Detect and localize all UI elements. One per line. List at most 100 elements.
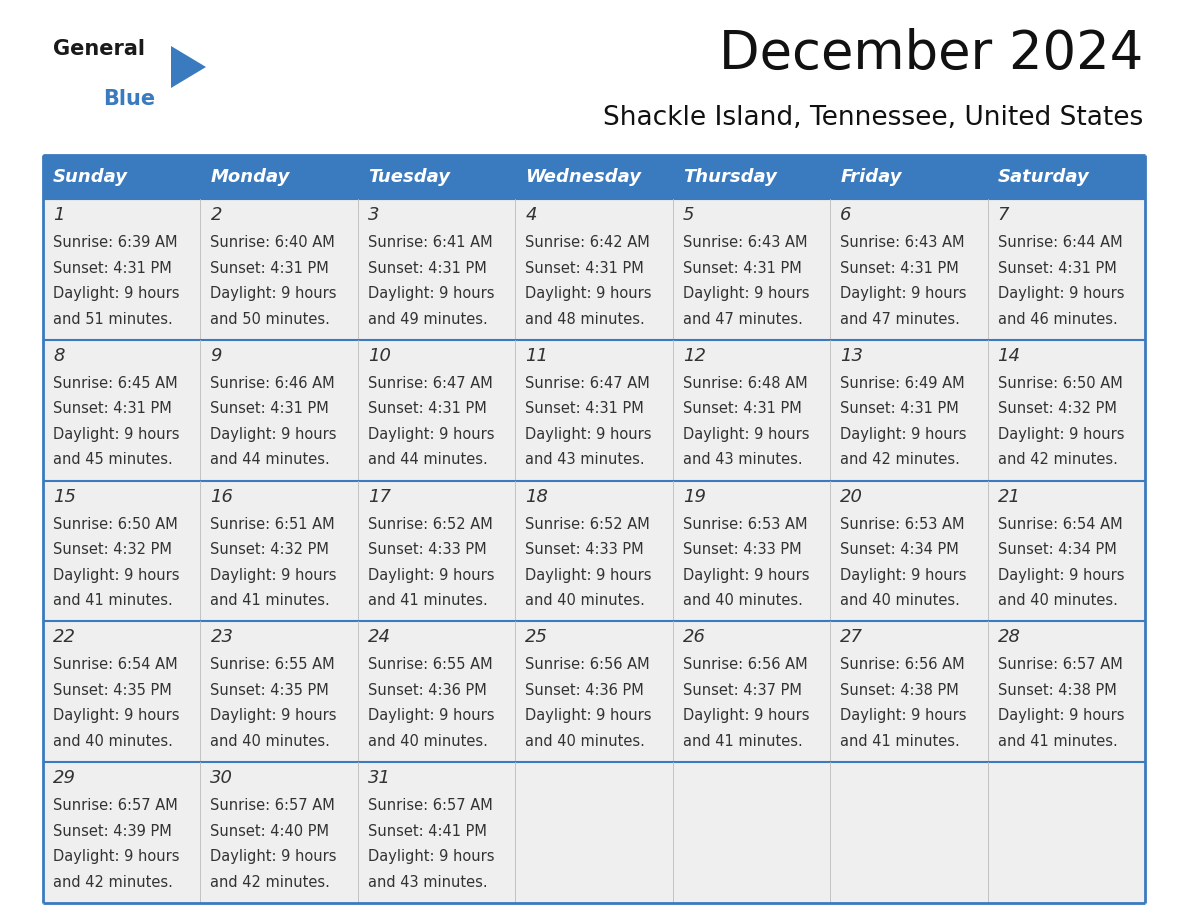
Text: Sunrise: 6:44 AM: Sunrise: 6:44 AM bbox=[998, 235, 1123, 250]
Bar bbox=[358, 762, 516, 903]
Text: Sunrise: 6:57 AM: Sunrise: 6:57 AM bbox=[368, 798, 493, 813]
Bar bbox=[43, 199, 201, 340]
Bar bbox=[516, 199, 672, 340]
Text: Daylight: 9 hours: Daylight: 9 hours bbox=[210, 427, 337, 442]
Text: 14: 14 bbox=[998, 347, 1020, 364]
Text: Friday: Friday bbox=[840, 168, 902, 186]
Text: Daylight: 9 hours: Daylight: 9 hours bbox=[998, 709, 1124, 723]
Text: Daylight: 9 hours: Daylight: 9 hours bbox=[368, 849, 494, 864]
Text: Saturday: Saturday bbox=[998, 168, 1089, 186]
Text: and 46 minutes.: and 46 minutes. bbox=[998, 311, 1118, 327]
Text: Sunset: 4:40 PM: Sunset: 4:40 PM bbox=[210, 823, 329, 839]
Text: 26: 26 bbox=[683, 629, 706, 646]
Text: Sunset: 4:31 PM: Sunset: 4:31 PM bbox=[840, 401, 959, 416]
Text: and 44 minutes.: and 44 minutes. bbox=[368, 453, 487, 467]
Text: and 51 minutes.: and 51 minutes. bbox=[53, 311, 172, 327]
Bar bbox=[516, 621, 672, 762]
Text: 2: 2 bbox=[210, 206, 222, 224]
Text: Sunrise: 6:52 AM: Sunrise: 6:52 AM bbox=[525, 517, 650, 532]
Text: and 42 minutes.: and 42 minutes. bbox=[998, 453, 1118, 467]
Text: Sunset: 4:33 PM: Sunset: 4:33 PM bbox=[368, 543, 486, 557]
Text: and 41 minutes.: and 41 minutes. bbox=[683, 733, 802, 749]
Bar bbox=[830, 481, 987, 621]
Text: Shackle Island, Tennessee, United States: Shackle Island, Tennessee, United States bbox=[602, 105, 1143, 131]
Text: Sunset: 4:33 PM: Sunset: 4:33 PM bbox=[525, 543, 644, 557]
Bar bbox=[516, 340, 672, 481]
Text: 23: 23 bbox=[210, 629, 233, 646]
Bar bbox=[830, 762, 987, 903]
Text: Sunset: 4:35 PM: Sunset: 4:35 PM bbox=[53, 683, 172, 698]
Bar bbox=[516, 762, 672, 903]
Text: 3: 3 bbox=[368, 206, 379, 224]
Bar bbox=[830, 621, 987, 762]
Bar bbox=[43, 762, 201, 903]
Text: Daylight: 9 hours: Daylight: 9 hours bbox=[53, 286, 179, 301]
Text: 25: 25 bbox=[525, 629, 549, 646]
Text: Daylight: 9 hours: Daylight: 9 hours bbox=[683, 709, 809, 723]
Text: Sunrise: 6:42 AM: Sunrise: 6:42 AM bbox=[525, 235, 650, 250]
Text: Tuesday: Tuesday bbox=[368, 168, 450, 186]
Text: 22: 22 bbox=[53, 629, 76, 646]
Text: Sunset: 4:31 PM: Sunset: 4:31 PM bbox=[210, 401, 329, 416]
Text: 21: 21 bbox=[998, 487, 1020, 506]
Text: Daylight: 9 hours: Daylight: 9 hours bbox=[998, 427, 1124, 442]
Text: 17: 17 bbox=[368, 487, 391, 506]
Text: 11: 11 bbox=[525, 347, 549, 364]
Text: Monday: Monday bbox=[210, 168, 290, 186]
Bar bbox=[358, 481, 516, 621]
Bar bbox=[830, 199, 987, 340]
Bar bbox=[358, 199, 516, 340]
Text: Sunset: 4:41 PM: Sunset: 4:41 PM bbox=[368, 823, 487, 839]
Text: and 42 minutes.: and 42 minutes. bbox=[840, 453, 960, 467]
Text: Daylight: 9 hours: Daylight: 9 hours bbox=[368, 427, 494, 442]
Text: Sunrise: 6:43 AM: Sunrise: 6:43 AM bbox=[840, 235, 965, 250]
Text: Sunset: 4:31 PM: Sunset: 4:31 PM bbox=[683, 261, 802, 275]
Text: and 41 minutes.: and 41 minutes. bbox=[840, 733, 960, 749]
Polygon shape bbox=[171, 46, 206, 88]
Bar bbox=[987, 340, 1145, 481]
Text: Sunset: 4:31 PM: Sunset: 4:31 PM bbox=[525, 261, 644, 275]
Text: and 49 minutes.: and 49 minutes. bbox=[368, 311, 487, 327]
Text: Daylight: 9 hours: Daylight: 9 hours bbox=[998, 567, 1124, 583]
Bar bbox=[672, 155, 830, 199]
Text: Sunset: 4:31 PM: Sunset: 4:31 PM bbox=[210, 261, 329, 275]
Text: Sunset: 4:38 PM: Sunset: 4:38 PM bbox=[840, 683, 959, 698]
Text: Daylight: 9 hours: Daylight: 9 hours bbox=[840, 709, 967, 723]
Bar bbox=[201, 199, 358, 340]
Text: and 43 minutes.: and 43 minutes. bbox=[368, 875, 487, 890]
Text: Daylight: 9 hours: Daylight: 9 hours bbox=[210, 709, 337, 723]
Text: Sunset: 4:31 PM: Sunset: 4:31 PM bbox=[368, 401, 487, 416]
Text: and 40 minutes.: and 40 minutes. bbox=[368, 733, 488, 749]
Text: Daylight: 9 hours: Daylight: 9 hours bbox=[368, 286, 494, 301]
Text: and 43 minutes.: and 43 minutes. bbox=[683, 453, 802, 467]
Bar bbox=[672, 621, 830, 762]
Text: Daylight: 9 hours: Daylight: 9 hours bbox=[683, 567, 809, 583]
Text: Daylight: 9 hours: Daylight: 9 hours bbox=[683, 427, 809, 442]
Text: 27: 27 bbox=[840, 629, 864, 646]
Text: Sunrise: 6:54 AM: Sunrise: 6:54 AM bbox=[53, 657, 178, 672]
Bar bbox=[358, 621, 516, 762]
Text: Thursday: Thursday bbox=[683, 168, 777, 186]
Text: 12: 12 bbox=[683, 347, 706, 364]
Text: Sunset: 4:31 PM: Sunset: 4:31 PM bbox=[368, 261, 487, 275]
Text: Daylight: 9 hours: Daylight: 9 hours bbox=[53, 567, 179, 583]
Text: and 42 minutes.: and 42 minutes. bbox=[53, 875, 173, 890]
Text: 18: 18 bbox=[525, 487, 549, 506]
Text: Sunrise: 6:53 AM: Sunrise: 6:53 AM bbox=[840, 517, 965, 532]
Text: Sunset: 4:32 PM: Sunset: 4:32 PM bbox=[53, 543, 172, 557]
Text: Daylight: 9 hours: Daylight: 9 hours bbox=[210, 849, 337, 864]
Bar bbox=[830, 340, 987, 481]
Bar bbox=[672, 762, 830, 903]
Text: Sunrise: 6:56 AM: Sunrise: 6:56 AM bbox=[840, 657, 965, 672]
Text: Daylight: 9 hours: Daylight: 9 hours bbox=[840, 567, 967, 583]
Text: 24: 24 bbox=[368, 629, 391, 646]
Text: Sunrise: 6:47 AM: Sunrise: 6:47 AM bbox=[368, 375, 493, 391]
Text: Blue: Blue bbox=[103, 89, 156, 109]
Text: Wednesday: Wednesday bbox=[525, 168, 642, 186]
Text: Sunrise: 6:53 AM: Sunrise: 6:53 AM bbox=[683, 517, 807, 532]
Text: Sunrise: 6:41 AM: Sunrise: 6:41 AM bbox=[368, 235, 493, 250]
Text: Sunrise: 6:54 AM: Sunrise: 6:54 AM bbox=[998, 517, 1123, 532]
Text: Daylight: 9 hours: Daylight: 9 hours bbox=[525, 286, 652, 301]
Bar bbox=[987, 762, 1145, 903]
Text: Daylight: 9 hours: Daylight: 9 hours bbox=[525, 567, 652, 583]
